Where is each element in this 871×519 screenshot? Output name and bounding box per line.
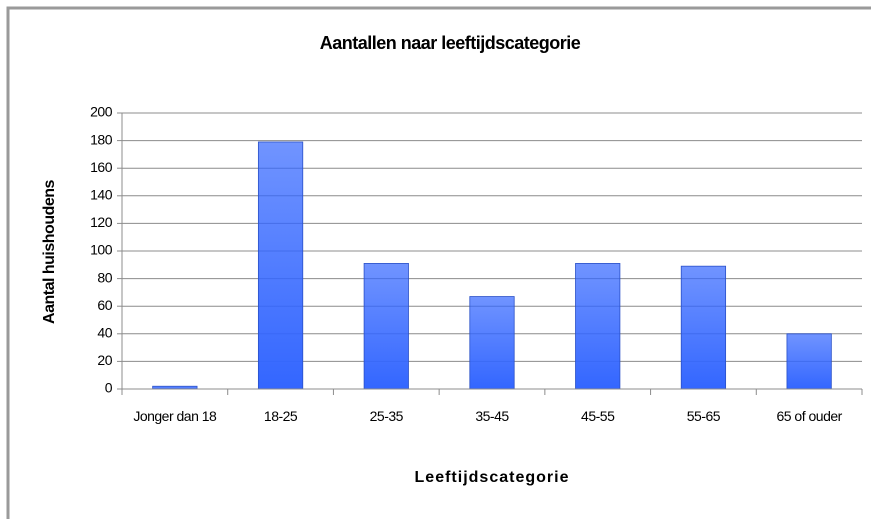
y-tick-label: 40 <box>97 325 112 341</box>
bar <box>786 333 832 390</box>
x-axis-label: Leeftijdscategorie <box>415 469 570 486</box>
x-tick-label: 45-55 <box>581 408 615 424</box>
bar <box>363 263 409 390</box>
x-tick-label: 18-25 <box>263 408 298 424</box>
y-tick-label: 140 <box>90 187 113 203</box>
bar <box>257 141 304 390</box>
x-tick-label: 35-45 <box>475 408 509 424</box>
x-tick-label: 65 of ouder <box>776 408 842 424</box>
y-tick-label: 80 <box>97 269 112 285</box>
y-tick-label: 100 <box>90 242 113 258</box>
frame <box>6 6 871 519</box>
y-tick-label: 180 <box>90 131 113 147</box>
y-tick-label: 20 <box>97 352 112 368</box>
x-tick-label: Jonger dan 18 <box>133 408 217 424</box>
y-axis-label: Aantal huishoudens <box>41 179 58 324</box>
y-tick-label: 0 <box>105 380 113 396</box>
y-tick-label: 200 <box>90 104 113 120</box>
y-tick-label: 60 <box>97 297 112 313</box>
bar <box>680 265 727 390</box>
y-tick-label: 120 <box>90 214 113 230</box>
bar <box>469 296 515 390</box>
y-tick-label: 160 <box>90 159 113 175</box>
chart-title: Aantallen naar leeftijdscategorie <box>320 33 581 53</box>
x-tick-label: 55-65 <box>686 408 721 424</box>
x-tick-label: 25-35 <box>369 408 404 424</box>
bar <box>575 263 621 390</box>
